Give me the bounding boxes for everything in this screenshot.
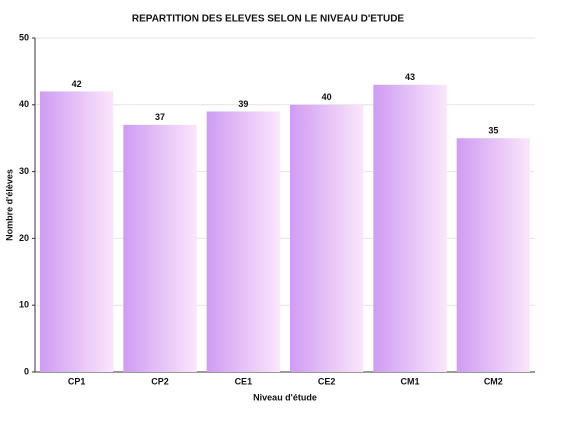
x-tick-label: CM2 bbox=[484, 376, 503, 386]
x-tick-label: CP1 bbox=[68, 376, 86, 386]
x-axis-label: Niveau d'étude bbox=[253, 392, 317, 402]
x-tick-label: CM1 bbox=[400, 376, 419, 386]
x-tick-label: CE1 bbox=[235, 376, 253, 386]
data-label: 35 bbox=[488, 126, 498, 136]
x-tick-label: CE2 bbox=[318, 376, 336, 386]
y-tick-label: 0 bbox=[24, 366, 29, 376]
y-tick-label: 50 bbox=[19, 32, 29, 42]
data-label: 42 bbox=[72, 79, 82, 89]
bar bbox=[123, 124, 197, 372]
y-tick-label: 40 bbox=[19, 99, 29, 109]
chart-title: REPARTITION DES ELEVES SELON LE NIVEAU D… bbox=[132, 14, 405, 25]
data-label: 40 bbox=[322, 92, 332, 102]
data-label: 39 bbox=[238, 99, 248, 109]
data-label: 43 bbox=[405, 72, 415, 82]
y-tick-label: 30 bbox=[19, 166, 29, 176]
x-tick-label: CP2 bbox=[151, 376, 169, 386]
y-tick-label: 20 bbox=[19, 233, 29, 243]
y-tick-label: 10 bbox=[19, 300, 29, 310]
bar bbox=[456, 138, 530, 372]
bar bbox=[40, 91, 114, 372]
bar bbox=[373, 84, 447, 372]
bar bbox=[290, 104, 364, 373]
y-axis-label: Nombre d'élèves bbox=[4, 169, 14, 241]
bar bbox=[206, 111, 280, 372]
data-label: 37 bbox=[155, 112, 165, 122]
